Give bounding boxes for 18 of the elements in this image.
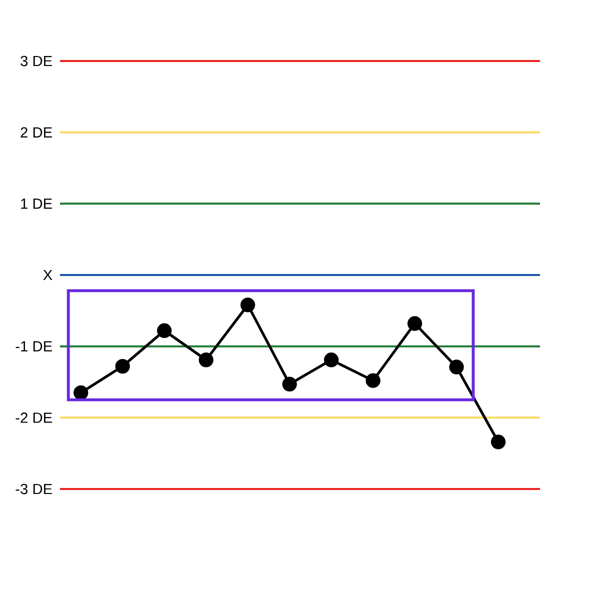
point bbox=[198, 352, 214, 368]
point bbox=[115, 358, 130, 374]
point bbox=[366, 373, 380, 388]
point bbox=[74, 385, 88, 400]
point bbox=[282, 376, 297, 392]
y-tick-label: -2 DE bbox=[16, 412, 52, 423]
point bbox=[240, 298, 256, 312]
y-tick-label: 1 DE bbox=[21, 198, 52, 209]
y-tick-label: -3 DE bbox=[16, 484, 52, 494]
y-tick-label: 2 DE bbox=[20, 127, 52, 138]
y-tick-label: -1 DE bbox=[16, 341, 52, 352]
y-tick-label: X bbox=[43, 270, 52, 280]
y-tick-label: 3 DE bbox=[20, 56, 52, 66]
point bbox=[407, 316, 422, 331]
point bbox=[490, 434, 506, 450]
point bbox=[157, 323, 172, 338]
point bbox=[449, 360, 464, 374]
point bbox=[324, 352, 339, 368]
